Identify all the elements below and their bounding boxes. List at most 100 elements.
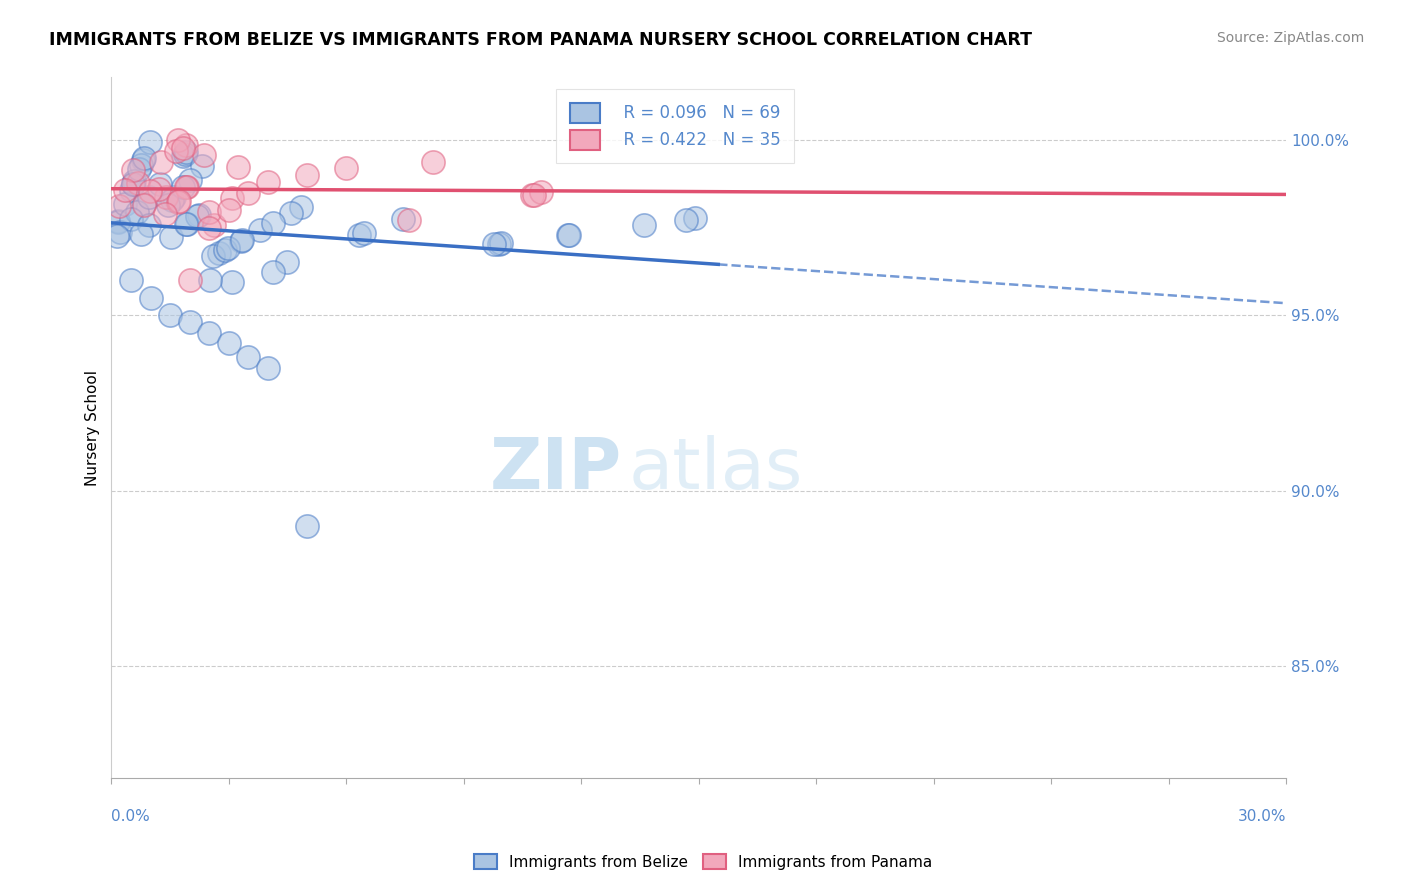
Text: 30.0%: 30.0% [1237, 809, 1286, 824]
Point [229, 234, 252, 248]
Point [122, 178, 145, 192]
Point [221, 191, 243, 205]
Point [391, 211, 413, 226]
Point [176, 138, 198, 153]
Point [173, 146, 195, 161]
Point [139, 136, 162, 150]
Point [174, 180, 197, 194]
Point [176, 180, 198, 194]
Point [186, 209, 208, 223]
Point [131, 227, 153, 241]
Point [226, 160, 249, 174]
Point [202, 218, 225, 232]
Point [633, 218, 655, 232]
Point [249, 223, 271, 237]
Legend: Immigrants from Belize, Immigrants from Panama: Immigrants from Belize, Immigrants from … [465, 846, 941, 877]
Point [125, 205, 148, 219]
Point [139, 184, 162, 198]
Text: 0.0%: 0.0% [111, 809, 150, 824]
Point [167, 133, 190, 147]
Point [262, 216, 284, 230]
Point [238, 186, 260, 200]
Point [107, 214, 129, 228]
Point [176, 217, 198, 231]
Point [132, 196, 155, 211]
Point [120, 212, 142, 227]
Point [174, 145, 197, 159]
Point [124, 174, 146, 188]
Point [108, 199, 131, 213]
Point [172, 149, 194, 163]
Point [522, 188, 544, 202]
Point [488, 236, 510, 251]
Point [290, 200, 312, 214]
Point [217, 241, 239, 255]
Point [193, 148, 215, 162]
Point [134, 197, 156, 211]
Point [198, 326, 221, 340]
Point [172, 140, 194, 154]
Point [179, 316, 201, 330]
Point [335, 161, 357, 176]
Point [172, 180, 194, 194]
Point [198, 221, 221, 235]
Point [685, 211, 707, 226]
Point [120, 273, 142, 287]
Point [530, 186, 553, 200]
Text: atlas: atlas [628, 435, 803, 504]
Point [139, 291, 162, 305]
Point [149, 177, 172, 191]
Point [398, 213, 420, 227]
Text: IMMIGRANTS FROM BELIZE VS IMMIGRANTS FROM PANAMA NURSERY SCHOOL CORRELATION CHAR: IMMIGRANTS FROM BELIZE VS IMMIGRANTS FRO… [49, 31, 1032, 49]
Point [155, 190, 177, 204]
Point [200, 273, 222, 287]
Y-axis label: Nursery School: Nursery School [86, 369, 100, 485]
Point [121, 162, 143, 177]
Point [422, 154, 444, 169]
Point [138, 219, 160, 233]
Point [218, 203, 240, 218]
Point [187, 208, 209, 222]
Point [238, 351, 260, 365]
Point [295, 169, 318, 183]
Point [110, 226, 132, 240]
Point [114, 183, 136, 197]
Point [129, 158, 152, 172]
Point [167, 194, 190, 209]
Point [138, 190, 160, 204]
Point [198, 204, 221, 219]
Point [295, 518, 318, 533]
Point [262, 265, 284, 279]
Point [165, 144, 187, 158]
Point [491, 236, 513, 251]
Point [280, 206, 302, 220]
Point [159, 309, 181, 323]
Point [160, 193, 183, 207]
Point [150, 155, 173, 169]
Point [218, 336, 240, 351]
Point [202, 249, 225, 263]
Point [114, 197, 136, 211]
Point [522, 187, 544, 202]
Point [153, 207, 176, 221]
Point [148, 182, 170, 196]
Point [156, 197, 179, 211]
Point [214, 243, 236, 257]
Point [257, 361, 280, 376]
Point [557, 227, 579, 242]
Text: Source: ZipAtlas.com: Source: ZipAtlas.com [1216, 31, 1364, 45]
Point [127, 176, 149, 190]
Point [120, 183, 142, 197]
Point [191, 159, 214, 173]
Point [163, 190, 186, 204]
Point [208, 246, 231, 260]
Point [179, 173, 201, 187]
Text: ZIP: ZIP [491, 435, 623, 504]
Legend:   R = 0.096   N = 69,   R = 0.422   N = 35: R = 0.096 N = 69, R = 0.422 N = 35 [557, 89, 794, 163]
Point [128, 161, 150, 176]
Point [675, 212, 697, 227]
Point [557, 227, 579, 242]
Point [353, 226, 375, 240]
Point [482, 237, 505, 252]
Point [159, 229, 181, 244]
